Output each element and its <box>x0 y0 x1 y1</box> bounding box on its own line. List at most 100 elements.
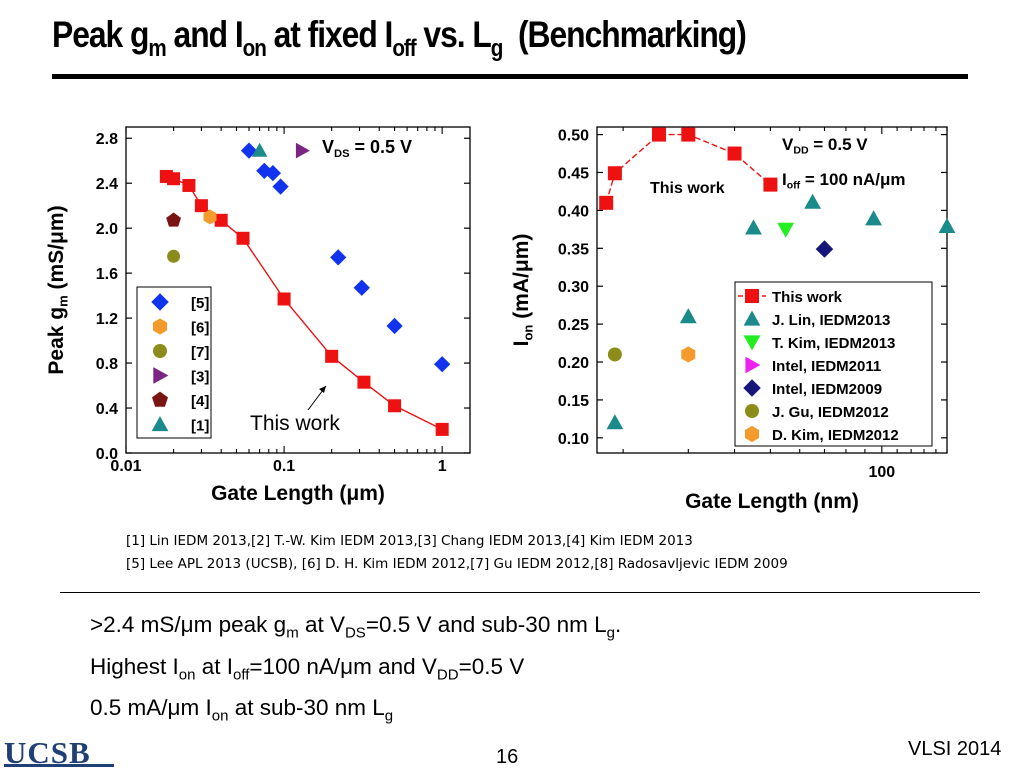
data-point <box>745 219 762 235</box>
legend-label: [5] <box>191 295 209 312</box>
y-axis-label: Peak gm (mS/μm) <box>45 205 71 374</box>
title-part: Peak g <box>52 14 149 55</box>
data-point <box>330 249 347 266</box>
title-part: at fixed I <box>265 14 394 55</box>
data-point <box>607 166 622 181</box>
y-tick-label: 0.40 <box>558 203 589 220</box>
y-tick-label: 0.45 <box>558 165 589 182</box>
legend-label: J. Lin, IEDM2013 <box>772 312 890 329</box>
vdd-annotation-part: = 0.5 V <box>809 135 869 154</box>
data-point <box>251 142 268 157</box>
bullet-item: Highest Ion at Ioff=100 nA/μm and VDD=0.… <box>64 650 621 692</box>
x-axis-label: Gate Length (μm) <box>211 482 385 505</box>
legend-box <box>136 286 212 439</box>
data-point <box>763 177 778 192</box>
legend-marker <box>745 404 759 418</box>
bullet-text: 0.5 mA/μm I <box>90 695 212 720</box>
y-tick-label: 1.6 <box>96 266 118 283</box>
data-point <box>607 347 622 362</box>
legend-label: [4] <box>191 393 209 410</box>
data-point <box>651 127 666 142</box>
y-tick-label: 0.8 <box>96 356 118 373</box>
legend-label: [7] <box>191 344 209 361</box>
title-part: vs. L <box>415 14 491 55</box>
data-point <box>386 317 403 335</box>
data-point <box>167 172 181 186</box>
title-sub: g <box>490 35 504 62</box>
data-point <box>777 222 795 238</box>
vdd-annotation-part: DD <box>793 145 809 157</box>
x-tick-label: 0.1 <box>273 458 295 475</box>
data-point <box>599 195 614 210</box>
vds-annotation-part: V <box>322 137 334 157</box>
bullet-sub: m <box>286 624 299 642</box>
y-tick-label: 1.2 <box>96 311 118 328</box>
data-point <box>277 292 291 306</box>
x-axis-label: Gate Length (nm) <box>685 490 859 513</box>
legend-marker <box>151 416 169 432</box>
bullet-sub: on <box>178 666 196 683</box>
y-tick-label: 0.35 <box>558 241 589 258</box>
title-sub: on <box>242 35 267 62</box>
bullet-text: at sub-30 nm L <box>228 695 385 720</box>
bullet-text: >2.4 mS/μm peak g <box>90 612 287 637</box>
data-point <box>167 249 181 263</box>
venue-label: VLSI 2014 <box>908 738 1002 760</box>
y-axis-label-part: (mA/μm) <box>510 234 533 325</box>
legend-marker <box>743 310 761 326</box>
legend-marker <box>743 379 761 397</box>
y-tick-label: 0.0 <box>96 446 118 463</box>
data-point <box>388 399 402 413</box>
references: [1] Lin IEDM 2013,[2] T.-W. Kim IEDM 201… <box>126 530 788 576</box>
data-point <box>166 212 181 227</box>
ioff-annotation: Ioff = 100 nA/μm <box>782 170 906 192</box>
vdd-annotation: VDD = 0.5 V <box>782 135 868 157</box>
legend-box <box>734 281 933 447</box>
bullet-text: at I <box>195 653 234 679</box>
reference-line: [5] Lee APL 2013 (UCSB), [6] D. H. Kim I… <box>126 556 788 572</box>
legend-label: [1] <box>191 418 209 435</box>
vds-annotation-part: = 0.5 V <box>350 137 413 157</box>
bullet-sub: off <box>233 666 250 683</box>
data-point <box>236 231 250 245</box>
data-point <box>256 162 273 179</box>
y-axis-label-part: (mS/μm) <box>45 205 68 295</box>
title-divider <box>52 74 968 79</box>
data-point <box>681 346 696 363</box>
references-divider <box>60 592 980 593</box>
x-tick-label: 100 <box>868 464 895 481</box>
legend-label: Intel, IEDM2009 <box>772 381 882 398</box>
data-point <box>815 240 834 258</box>
data-point <box>353 279 370 296</box>
bullet-text: . <box>614 612 622 637</box>
data-point <box>727 146 742 161</box>
data-point <box>606 414 624 430</box>
bullet-text: =100 nA/μm and V <box>249 653 437 679</box>
y-tick-label: 0.20 <box>558 355 589 372</box>
legend-marker <box>745 425 759 443</box>
x-tick-label: 0.01 <box>110 458 141 475</box>
legend-marker <box>153 344 167 358</box>
title-sub: m <box>148 35 166 62</box>
legend-marker <box>745 289 759 303</box>
page-title: Peak gm and Ion at fixed Ioff vs. Lg (Be… <box>52 14 747 63</box>
y-axis-label-part: I <box>510 341 533 347</box>
data-point <box>264 165 281 182</box>
legend-marker <box>153 367 169 384</box>
legend-label: D. Kim, IEDM2012 <box>772 427 899 444</box>
bullet-text: at V <box>298 612 345 637</box>
legend-marker <box>745 356 761 374</box>
vds-annotation-part: DS <box>334 148 350 160</box>
legend-marker <box>151 293 169 311</box>
ioff-annotation-part: = 100 nA/μm <box>800 170 905 189</box>
y-tick-label: 0.10 <box>558 431 589 448</box>
bullet-sub: DD <box>436 666 459 683</box>
legend-label: [6] <box>191 320 209 337</box>
data-point <box>194 199 208 213</box>
data-point <box>272 178 289 195</box>
data-point <box>434 356 451 373</box>
legend-marker <box>153 318 167 335</box>
y-axis-label: Ion (mA/μm) <box>510 234 536 347</box>
this-work-annotation: This work <box>250 412 340 435</box>
